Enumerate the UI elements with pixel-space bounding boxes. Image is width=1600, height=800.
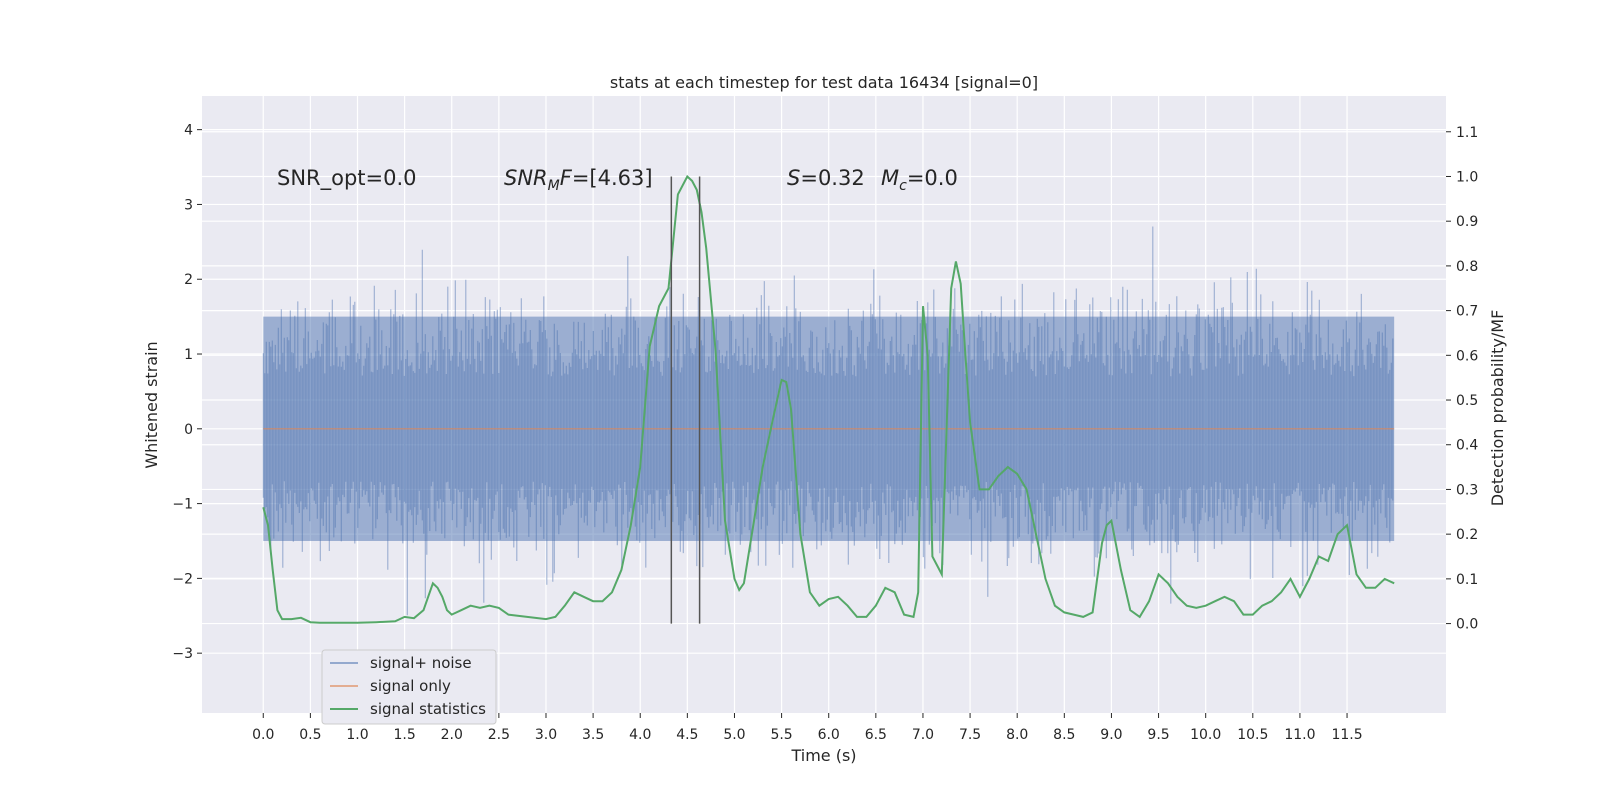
ytick-label-2: −1 [172,497,193,513]
series-signal-statistics [262,174,1395,624]
xtick-label-6: 3.0 [535,727,557,743]
y2tick-label-11: 1.1 [1456,125,1478,141]
y2tick-label-10: 1.0 [1456,169,1478,185]
ytick-label-5: 2 [184,272,193,288]
ytick-label-4: 1 [184,347,193,363]
xtick-label-16: 8.0 [1006,727,1028,743]
legend-label-stats: signal statistics [370,700,486,718]
y2tick-label-0: 0.0 [1456,617,1478,633]
y2-axis-ticks: 0.0 0.1 0.2 0.3 0.4 0.5 0.6 0.7 0.8 0.9 1.0 1.1 [1446,125,1478,633]
xtick-label-8: 4.0 [629,727,651,743]
legend: signal+ noise signal only signal statist… [321,649,497,725]
legend-box [321,649,497,725]
noise-spikes [262,226,1394,616]
ytick-label-0: −3 [172,646,193,662]
y-axis-label: Whitened strain [142,341,161,468]
xtick-label-3: 1.5 [393,727,415,743]
annotation-snr-opt: SNR_opt=0.0 [277,166,417,191]
x-axis-label: Time (s) [790,746,856,765]
s-value: =0.32 [800,166,864,190]
xtick-label-2: 1.0 [346,727,368,743]
xtick-label-22: 11.0 [1284,727,1315,743]
snr-mf-f: F [560,166,573,190]
xtick-label-12: 6.0 [818,727,840,743]
xtick-label-19: 9.5 [1147,727,1169,743]
ytick-label-3: 0 [184,422,193,438]
xtick-label-23: 11.5 [1331,727,1362,743]
xtick-label-7: 3.5 [582,727,604,743]
y2tick-label-6: 0.6 [1456,348,1478,364]
y2tick-label-9: 0.9 [1456,214,1478,230]
xtick-label-14: 7.0 [912,727,934,743]
xtick-label-9: 4.5 [676,727,698,743]
y2tick-label-1: 0.1 [1456,572,1478,588]
annotation-mc: Mc=0.0 [881,166,958,194]
annotation-s: S=0.32 [787,166,865,190]
xtick-label-0: 0.0 [252,727,274,743]
xtick-label-4: 2.0 [441,727,463,743]
mc-sub: c [899,178,907,194]
xtick-label-15: 7.5 [959,727,981,743]
xtick-label-21: 10.5 [1237,727,1268,743]
annotation-snr-mf: SNRMF=[4.63] [504,166,653,194]
xtick-label-1: 0.5 [299,727,321,743]
xtick-label-17: 8.5 [1053,727,1075,743]
legend-label-noise: signal+ noise [370,654,472,672]
snr-mf-value: =[4.63] [572,166,653,190]
mc-value: =0.0 [907,166,958,190]
s-main: S [787,166,800,190]
ytick-label-6: 3 [184,197,193,213]
y2tick-label-3: 0.3 [1456,482,1478,498]
snr-mf-sub: M [548,178,560,194]
vertical-markers [670,176,701,624]
xtick-label-20: 10.0 [1190,727,1221,743]
ytick-label-1: −2 [172,571,193,587]
y2tick-label-8: 0.8 [1456,259,1478,275]
xtick-label-5: 2.5 [488,727,510,743]
xtick-label-10: 5.0 [723,727,745,743]
x-axis-ticks: 0.0 0.5 1.0 1.5 2.0 2.5 3.0 3.5 4.0 4.5 5.0 5.5 6.0 6… [252,713,1363,743]
y2tick-label-7: 0.7 [1456,304,1478,320]
y2-axis-label: Detection probability/MF [1488,310,1507,507]
xtick-label-18: 9.0 [1100,727,1122,743]
y-axis-ticks: −3 −2 −1 0 1 2 3 4 [172,123,202,662]
y2tick-label-4: 0.4 [1456,438,1478,454]
chart-title: stats at each timestep for test data 164… [610,73,1038,92]
mc-main: M [881,166,899,190]
xtick-label-11: 5.5 [770,727,792,743]
xtick-label-13: 6.5 [865,727,887,743]
y2tick-label-2: 0.2 [1456,527,1478,543]
legend-label-signal: signal only [370,677,451,695]
y2tick-label-5: 0.5 [1456,393,1478,409]
ytick-label-7: 4 [184,123,193,139]
snr-mf-main: SNR [504,166,548,190]
